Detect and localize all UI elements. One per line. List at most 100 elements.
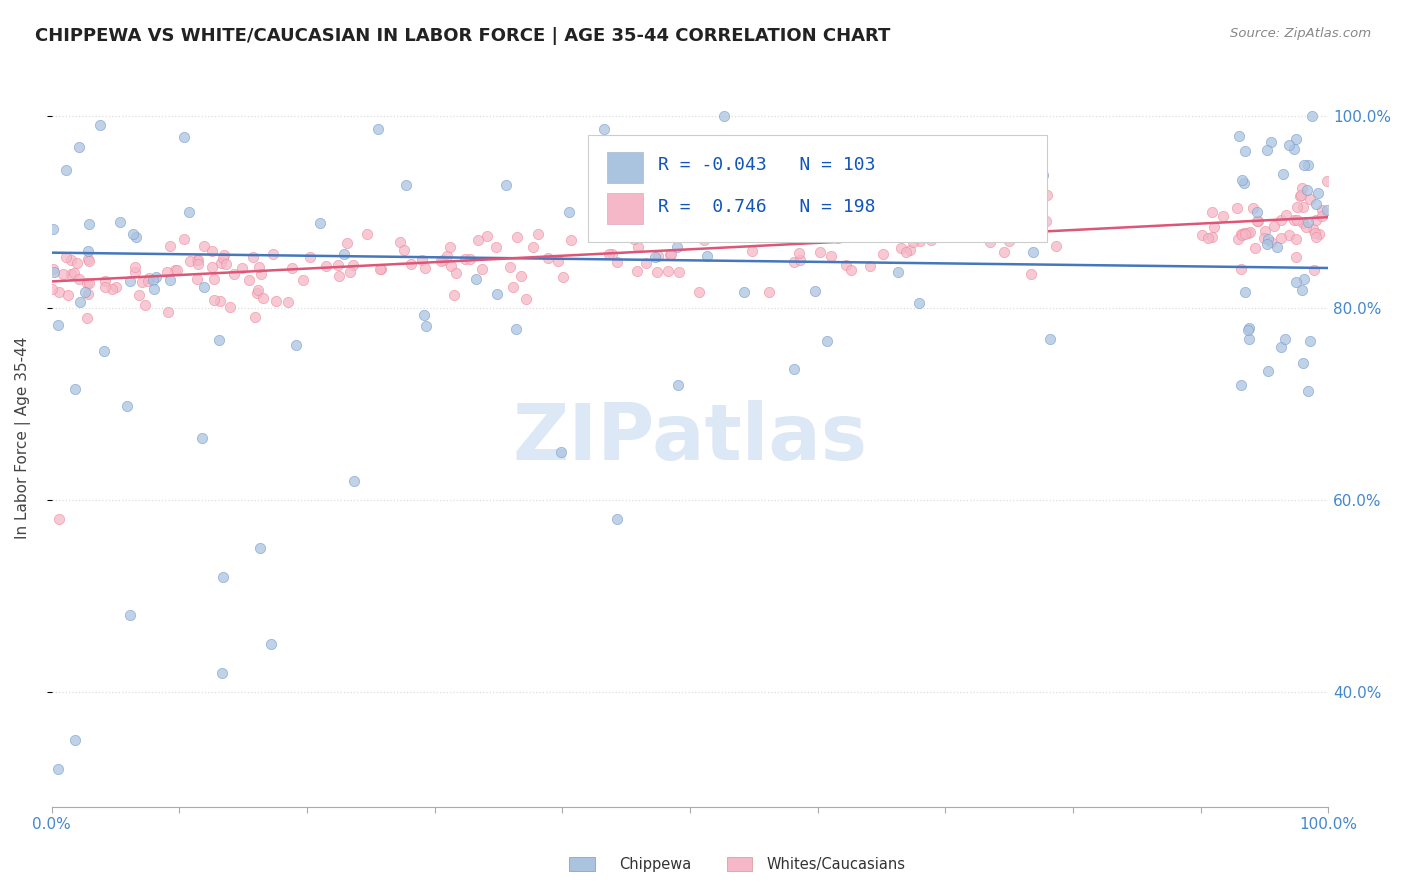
Point bbox=[115, 399, 138, 413]
Point bbox=[733, 285, 755, 300]
Point bbox=[370, 262, 392, 277]
Point bbox=[1241, 201, 1264, 215]
Point bbox=[668, 265, 690, 279]
Text: CHIPPEWA VS WHITE/CAUCASIAN IN LABOR FORCE | AGE 35-44 CORRELATION CHART: CHIPPEWA VS WHITE/CAUCASIAN IN LABOR FOR… bbox=[35, 27, 890, 45]
Point bbox=[298, 250, 321, 264]
Text: R =  0.746   N = 198: R = 0.746 N = 198 bbox=[658, 198, 876, 217]
Point bbox=[1239, 321, 1261, 335]
Point bbox=[100, 282, 122, 296]
Point bbox=[211, 665, 233, 680]
Point bbox=[1291, 188, 1313, 202]
Point bbox=[606, 512, 628, 526]
Point bbox=[560, 233, 582, 247]
Point bbox=[623, 232, 645, 246]
Point bbox=[1284, 212, 1306, 227]
Point bbox=[606, 255, 628, 269]
Point bbox=[193, 238, 215, 252]
Point bbox=[1306, 186, 1329, 201]
Point bbox=[627, 240, 650, 254]
Point bbox=[995, 202, 1018, 217]
Point bbox=[839, 263, 862, 277]
Point bbox=[741, 244, 763, 258]
Point bbox=[93, 343, 115, 358]
Point bbox=[76, 276, 98, 290]
Point bbox=[1237, 323, 1260, 337]
Point bbox=[58, 288, 80, 302]
Point bbox=[231, 260, 253, 275]
Point bbox=[1305, 230, 1327, 244]
Point bbox=[1285, 231, 1308, 245]
Point bbox=[202, 272, 225, 286]
Point bbox=[1271, 167, 1294, 181]
Point bbox=[1227, 128, 1250, 143]
Point bbox=[657, 264, 679, 278]
Point bbox=[388, 235, 411, 249]
Point bbox=[1233, 226, 1256, 240]
Point bbox=[124, 260, 146, 274]
Point bbox=[696, 249, 718, 263]
Point bbox=[219, 300, 242, 314]
Point bbox=[754, 170, 776, 185]
Point bbox=[1308, 227, 1330, 241]
Point bbox=[665, 240, 688, 254]
Point bbox=[1045, 239, 1067, 253]
Point bbox=[77, 253, 100, 268]
Point bbox=[808, 244, 831, 259]
Point bbox=[502, 279, 524, 293]
Point bbox=[876, 216, 898, 230]
Point bbox=[467, 234, 489, 248]
Point bbox=[1237, 227, 1260, 241]
Point bbox=[789, 253, 811, 268]
Point bbox=[222, 267, 245, 281]
Point bbox=[1285, 200, 1308, 214]
Point bbox=[367, 121, 389, 136]
Point bbox=[495, 178, 517, 192]
Point bbox=[77, 252, 100, 266]
Point bbox=[1253, 231, 1275, 245]
Point bbox=[193, 280, 215, 294]
Point bbox=[159, 273, 181, 287]
Point bbox=[67, 140, 90, 154]
Point bbox=[315, 259, 337, 273]
Point bbox=[553, 269, 575, 284]
Point bbox=[1296, 384, 1319, 399]
Point bbox=[1246, 213, 1268, 227]
Point bbox=[1295, 183, 1317, 197]
Point bbox=[46, 762, 69, 776]
Point bbox=[626, 264, 648, 278]
Point bbox=[136, 274, 159, 288]
Point bbox=[77, 244, 100, 259]
Point bbox=[285, 337, 308, 351]
Point bbox=[401, 257, 423, 271]
Point bbox=[328, 269, 350, 284]
Point bbox=[145, 269, 167, 284]
Point bbox=[142, 273, 165, 287]
Point bbox=[835, 258, 858, 272]
Point bbox=[1292, 272, 1315, 286]
Point bbox=[1035, 187, 1057, 202]
Point bbox=[1263, 219, 1285, 233]
Text: Source: ZipAtlas.com: Source: ZipAtlas.com bbox=[1230, 27, 1371, 40]
Point bbox=[1291, 283, 1313, 297]
Point bbox=[55, 163, 77, 178]
Point bbox=[202, 293, 225, 307]
Point bbox=[46, 318, 69, 332]
Point bbox=[522, 240, 544, 254]
Point bbox=[209, 293, 232, 308]
Point bbox=[208, 333, 231, 347]
Point bbox=[1305, 213, 1327, 227]
Point bbox=[142, 282, 165, 296]
Point bbox=[63, 382, 86, 396]
Text: Whites/Caucasians: Whites/Caucasians bbox=[766, 857, 905, 872]
Point bbox=[179, 253, 201, 268]
Text: Chippewa: Chippewa bbox=[619, 857, 690, 872]
Point bbox=[292, 272, 315, 286]
Point bbox=[647, 250, 669, 264]
Point bbox=[342, 258, 364, 272]
Point bbox=[1226, 232, 1249, 246]
Point bbox=[131, 275, 153, 289]
Point bbox=[454, 252, 477, 266]
Point bbox=[1225, 201, 1247, 215]
Point bbox=[783, 361, 806, 376]
Point bbox=[506, 229, 529, 244]
